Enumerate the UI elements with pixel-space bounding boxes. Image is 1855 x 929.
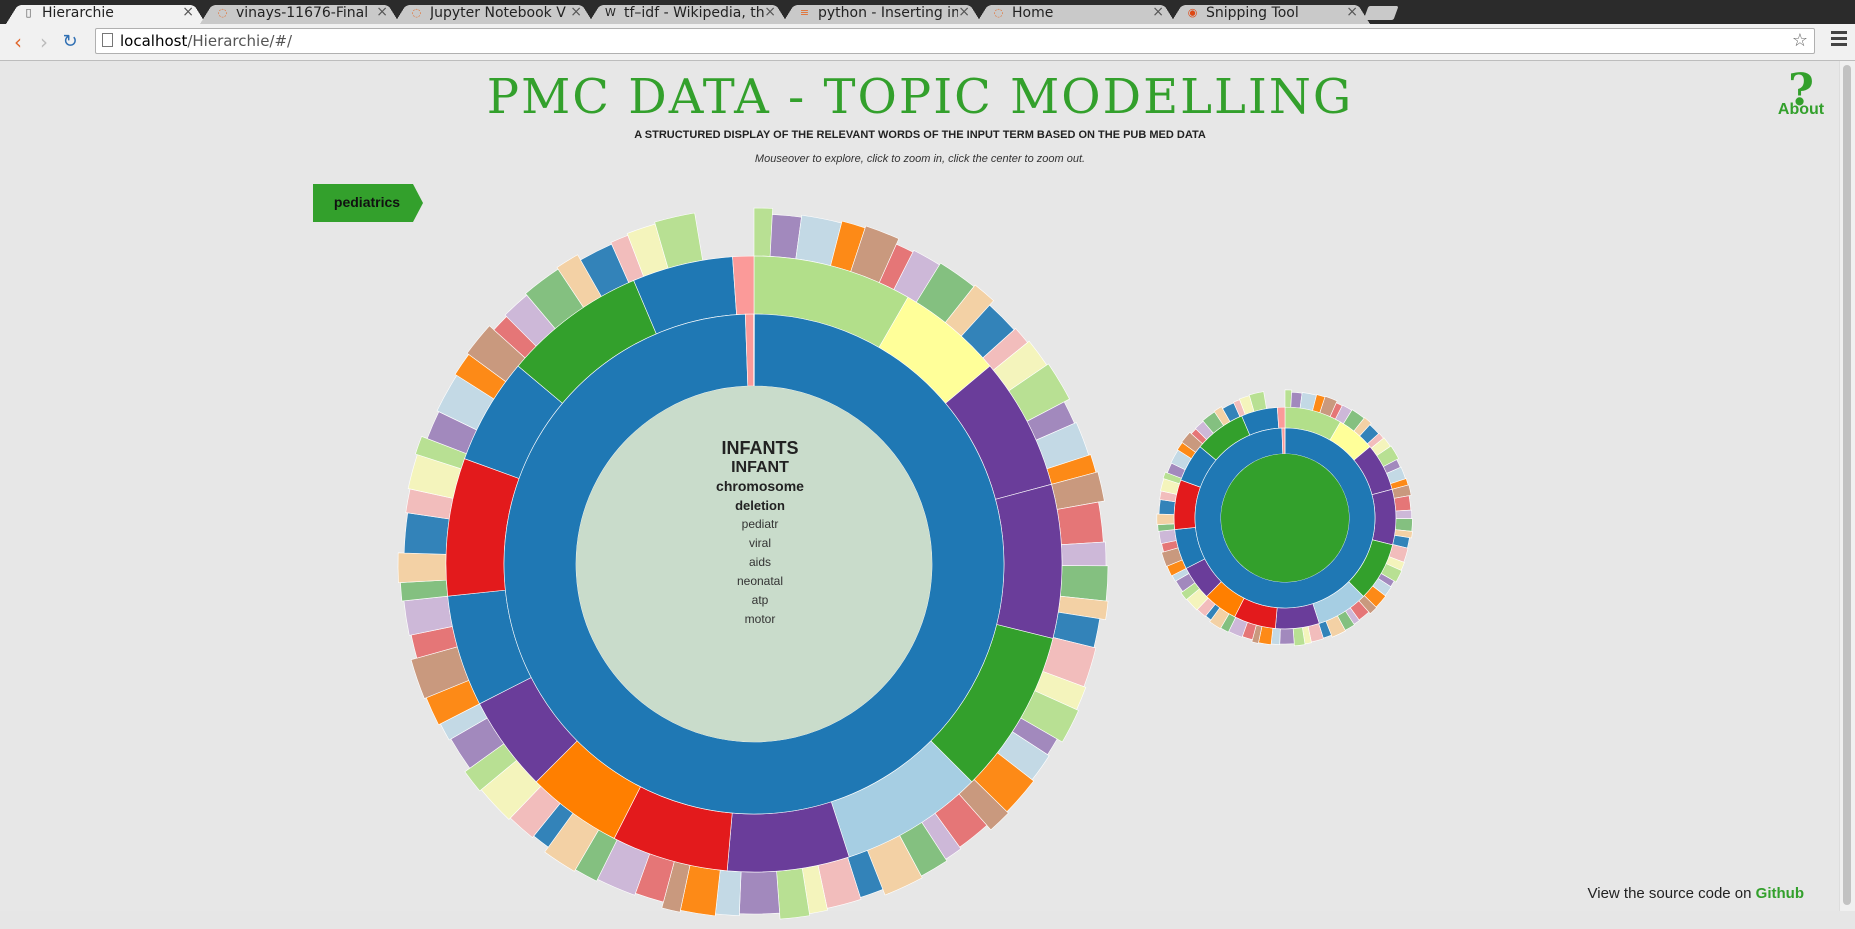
center-word: INFANTS bbox=[721, 438, 799, 458]
tab-4[interactable]: ≡ python - Inserting im × bbox=[782, 2, 982, 24]
outer-segment[interactable] bbox=[1395, 509, 1413, 519]
tab-close-icon[interactable]: × bbox=[958, 4, 970, 20]
outer-segment[interactable] bbox=[1156, 513, 1175, 526]
center-word: neonatal bbox=[736, 574, 784, 588]
page-icon: ▯ bbox=[25, 6, 32, 19]
tab-title: vinays-11676-Final bbox=[236, 5, 369, 21]
outer-segment[interactable] bbox=[1056, 501, 1104, 545]
center-word-list: INFANTS INFANT chromosome deletion pediatr vi… bbox=[660, 439, 860, 629]
outer-segment[interactable] bbox=[739, 870, 780, 915]
center-word: pediatr bbox=[741, 517, 779, 531]
github-link[interactable]: Github bbox=[1755, 885, 1804, 902]
tab-0[interactable]: ▯ Hierarchie × bbox=[6, 2, 206, 24]
tab-5[interactable]: ◌ Home × bbox=[976, 2, 1176, 24]
middle-segment[interactable] bbox=[995, 483, 1063, 639]
page: PMC DATA - TOPIC MODELLING A STRUCTURED … bbox=[0, 61, 1840, 920]
tab-close-icon[interactable]: × bbox=[376, 4, 388, 20]
tab-title: Home bbox=[1012, 5, 1054, 21]
outer-segment[interactable] bbox=[753, 207, 773, 257]
scrollbar-thumb[interactable] bbox=[1843, 65, 1851, 905]
center-word: INFANT bbox=[731, 459, 789, 476]
tab-title: Jupyter Notebook V bbox=[430, 5, 566, 21]
center-word: aids bbox=[748, 555, 771, 569]
center-word: chromosome bbox=[716, 478, 804, 494]
outer-segment[interactable] bbox=[1279, 628, 1295, 645]
center-word: atp bbox=[751, 593, 769, 607]
tab-title: Hierarchie bbox=[42, 5, 114, 21]
menu-icon[interactable] bbox=[1831, 31, 1847, 49]
help-icon[interactable]: ? bbox=[1788, 65, 1814, 116]
tab-6[interactable]: ◉ Snipping Tool × bbox=[1170, 2, 1370, 24]
middle-segment[interactable] bbox=[1276, 406, 1286, 429]
middle-segment[interactable] bbox=[732, 255, 755, 315]
url-path: /Hierarchie/#/ bbox=[187, 32, 293, 50]
about-link[interactable]: About bbox=[1777, 101, 1825, 118]
bookmark-star-icon[interactable]: ☆ bbox=[1791, 30, 1808, 51]
tab-title: Snipping Tool bbox=[1206, 5, 1299, 21]
stackoverflow-icon: ≡ bbox=[799, 6, 810, 19]
browser-toolbar: ‹ › ↻ localhost/Hierarchie/#/ ☆ bbox=[0, 24, 1855, 61]
page-title: PMC DATA - TOPIC MODELLING bbox=[486, 69, 1354, 125]
ubuntu-icon: ◉ bbox=[1187, 6, 1198, 19]
tab-close-icon[interactable]: × bbox=[570, 4, 582, 20]
url-text[interactable]: localhost/Hierarchie/#/ bbox=[120, 32, 292, 50]
middle-segment[interactable] bbox=[1371, 488, 1397, 546]
scrollbar[interactable] bbox=[1839, 61, 1855, 911]
tab-close-icon[interactable]: × bbox=[1346, 4, 1358, 20]
outer-segment[interactable] bbox=[403, 512, 450, 555]
tab-close-icon[interactable]: × bbox=[1152, 4, 1164, 20]
center-word: deletion bbox=[735, 498, 785, 513]
back-icon[interactable]: ‹ bbox=[14, 30, 22, 54]
outer-segment[interactable] bbox=[1061, 541, 1107, 567]
outer-segment[interactable] bbox=[397, 552, 447, 583]
tab-close-icon[interactable]: × bbox=[764, 4, 776, 20]
forward-icon[interactable]: › bbox=[40, 30, 48, 54]
breadcrumb-shape bbox=[313, 184, 423, 222]
outer-segment[interactable] bbox=[1394, 518, 1413, 532]
tab-strip: ▯ Hierarchie × ◌ vinays-11676-Final × ◌ Jupyter… bbox=[0, 0, 1855, 24]
center-word: motor bbox=[744, 612, 776, 626]
wikipedia-icon: W bbox=[605, 6, 616, 19]
sunburst-overview[interactable] bbox=[1150, 383, 1420, 653]
tab-2[interactable]: ◌ Jupyter Notebook V × bbox=[394, 2, 594, 24]
tab-title: tf–idf - Wikipedia, th bbox=[624, 5, 764, 21]
footer-text: View the source code on bbox=[1587, 885, 1756, 902]
instructions-text: Mouseover to explore, click to zoom in, … bbox=[754, 153, 1086, 165]
jupyter-icon: ◌ bbox=[217, 6, 228, 19]
sunburst-center[interactable] bbox=[1220, 453, 1350, 583]
center-word: viral bbox=[748, 536, 771, 550]
tab-title: python - Inserting im bbox=[818, 5, 958, 21]
jupyter-icon: ◌ bbox=[411, 6, 422, 19]
outer-segment[interactable] bbox=[1393, 495, 1412, 512]
outer-segment[interactable] bbox=[1059, 565, 1109, 602]
sunburst-chart[interactable] bbox=[389, 199, 1119, 929]
address-bar[interactable]: localhost/Hierarchie/#/ ☆ bbox=[95, 28, 1815, 54]
page-icon bbox=[102, 33, 113, 47]
footer: View the source code on Github bbox=[1588, 885, 1805, 902]
reload-icon[interactable]: ↻ bbox=[62, 31, 78, 52]
tab-1[interactable]: ◌ vinays-11676-Final × bbox=[200, 2, 400, 24]
url-host: localhost bbox=[120, 32, 188, 50]
outer-segment[interactable] bbox=[1158, 499, 1176, 515]
page-subtitle: A STRUCTURED DISPLAY OF THE RELEVANT WOR… bbox=[634, 129, 1206, 141]
tab-close-icon[interactable]: × bbox=[182, 4, 194, 20]
breadcrumb-label: pediatrics bbox=[333, 194, 401, 210]
breadcrumb[interactable]: pediatrics bbox=[313, 184, 423, 222]
new-tab-button[interactable] bbox=[1363, 6, 1399, 20]
jupyter-icon: ◌ bbox=[993, 6, 1004, 19]
sunburst-center[interactable] bbox=[576, 386, 932, 742]
